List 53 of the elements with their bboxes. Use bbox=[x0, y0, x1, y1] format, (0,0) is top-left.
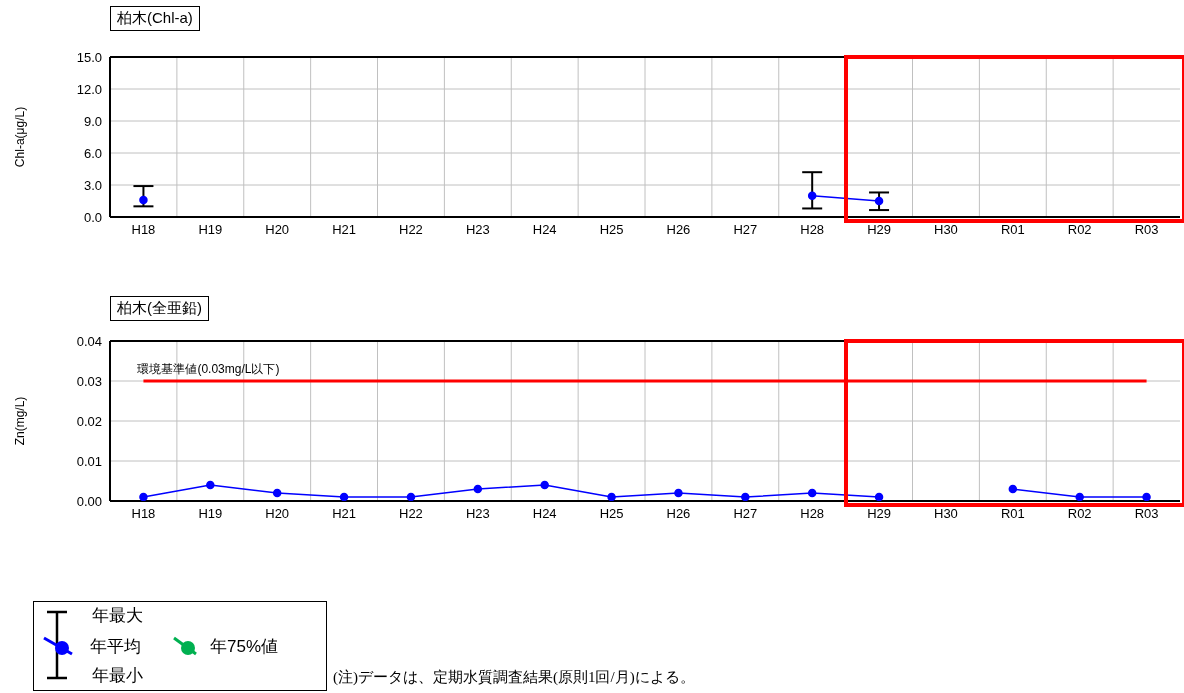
y-axis-title: Zn(mg/L) bbox=[13, 396, 28, 446]
x-tick-label: H29 bbox=[867, 222, 891, 238]
x-tick-label: H30 bbox=[934, 222, 958, 238]
y-tick-label: 12.0 bbox=[76, 81, 102, 97]
x-tick-label: H24 bbox=[532, 222, 557, 238]
y-tick-label: 3.0 bbox=[83, 177, 102, 193]
x-tick-label: H28 bbox=[800, 222, 825, 238]
x-tick-label: H22 bbox=[399, 506, 423, 522]
x-tick-label: H19 bbox=[198, 222, 223, 238]
y-tick-label: 0.03 bbox=[76, 373, 102, 389]
text: 年最小 bbox=[92, 665, 143, 687]
text: (注)データは、定期水質調査結果(原則1回/月)による。 bbox=[333, 668, 695, 687]
x-tick-label: R02 bbox=[1067, 506, 1092, 522]
x-tick-label: H25 bbox=[599, 222, 624, 238]
x-tick-label: R03 bbox=[1134, 222, 1159, 238]
text: 年最大 bbox=[92, 605, 143, 627]
x-tick-label: R02 bbox=[1067, 222, 1092, 238]
x-tick-label: R01 bbox=[1000, 506, 1025, 522]
x-tick-label: H22 bbox=[399, 222, 423, 238]
y-tick-label: 0.00 bbox=[76, 493, 102, 509]
x-tick-label: H18 bbox=[131, 222, 156, 238]
x-tick-label: H23 bbox=[465, 506, 490, 522]
x-tick-label: R03 bbox=[1134, 506, 1159, 522]
x-tick-label: H20 bbox=[265, 506, 290, 522]
x-tick-label: R01 bbox=[1000, 222, 1025, 238]
x-tick-label: H27 bbox=[733, 222, 758, 238]
y-tick-label: 0.04 bbox=[76, 333, 102, 349]
legend-label: 年75%値 bbox=[210, 635, 279, 658]
x-tick-label: H23 bbox=[465, 222, 490, 238]
y-tick-label: 6.0 bbox=[83, 145, 102, 161]
y-tick-label: 0.01 bbox=[76, 453, 102, 469]
x-tick-label: H18 bbox=[131, 506, 156, 522]
y-tick-label: 15.0 bbox=[76, 49, 102, 65]
x-tick-label: H29 bbox=[867, 506, 891, 522]
x-tick-label: H28 bbox=[800, 506, 825, 522]
x-tick-label: H26 bbox=[666, 222, 691, 238]
x-tick-label: H20 bbox=[265, 222, 290, 238]
x-tick-label: H25 bbox=[599, 506, 624, 522]
x-tick-label: H26 bbox=[666, 506, 691, 522]
chart-title: 柏木(Chl-a) bbox=[110, 6, 200, 31]
y-tick-label: 0.0 bbox=[83, 209, 102, 225]
x-tick-label: H21 bbox=[332, 506, 356, 522]
legend-label: 年平均 bbox=[90, 635, 141, 658]
y-axis-title: Chl-a(μg/L) bbox=[13, 106, 28, 168]
chart-title: 柏木(全亜鉛) bbox=[110, 296, 209, 321]
x-tick-label: H24 bbox=[532, 506, 557, 522]
x-tick-label: H30 bbox=[934, 506, 958, 522]
y-tick-label: 0.02 bbox=[76, 413, 102, 429]
ref-line-label: 環境基準値(0.03mg/L以下) bbox=[137, 362, 280, 376]
x-tick-label: H19 bbox=[198, 506, 223, 522]
x-tick-label: H21 bbox=[332, 222, 356, 238]
x-tick-label: H27 bbox=[733, 506, 758, 522]
y-tick-label: 9.0 bbox=[83, 113, 102, 129]
